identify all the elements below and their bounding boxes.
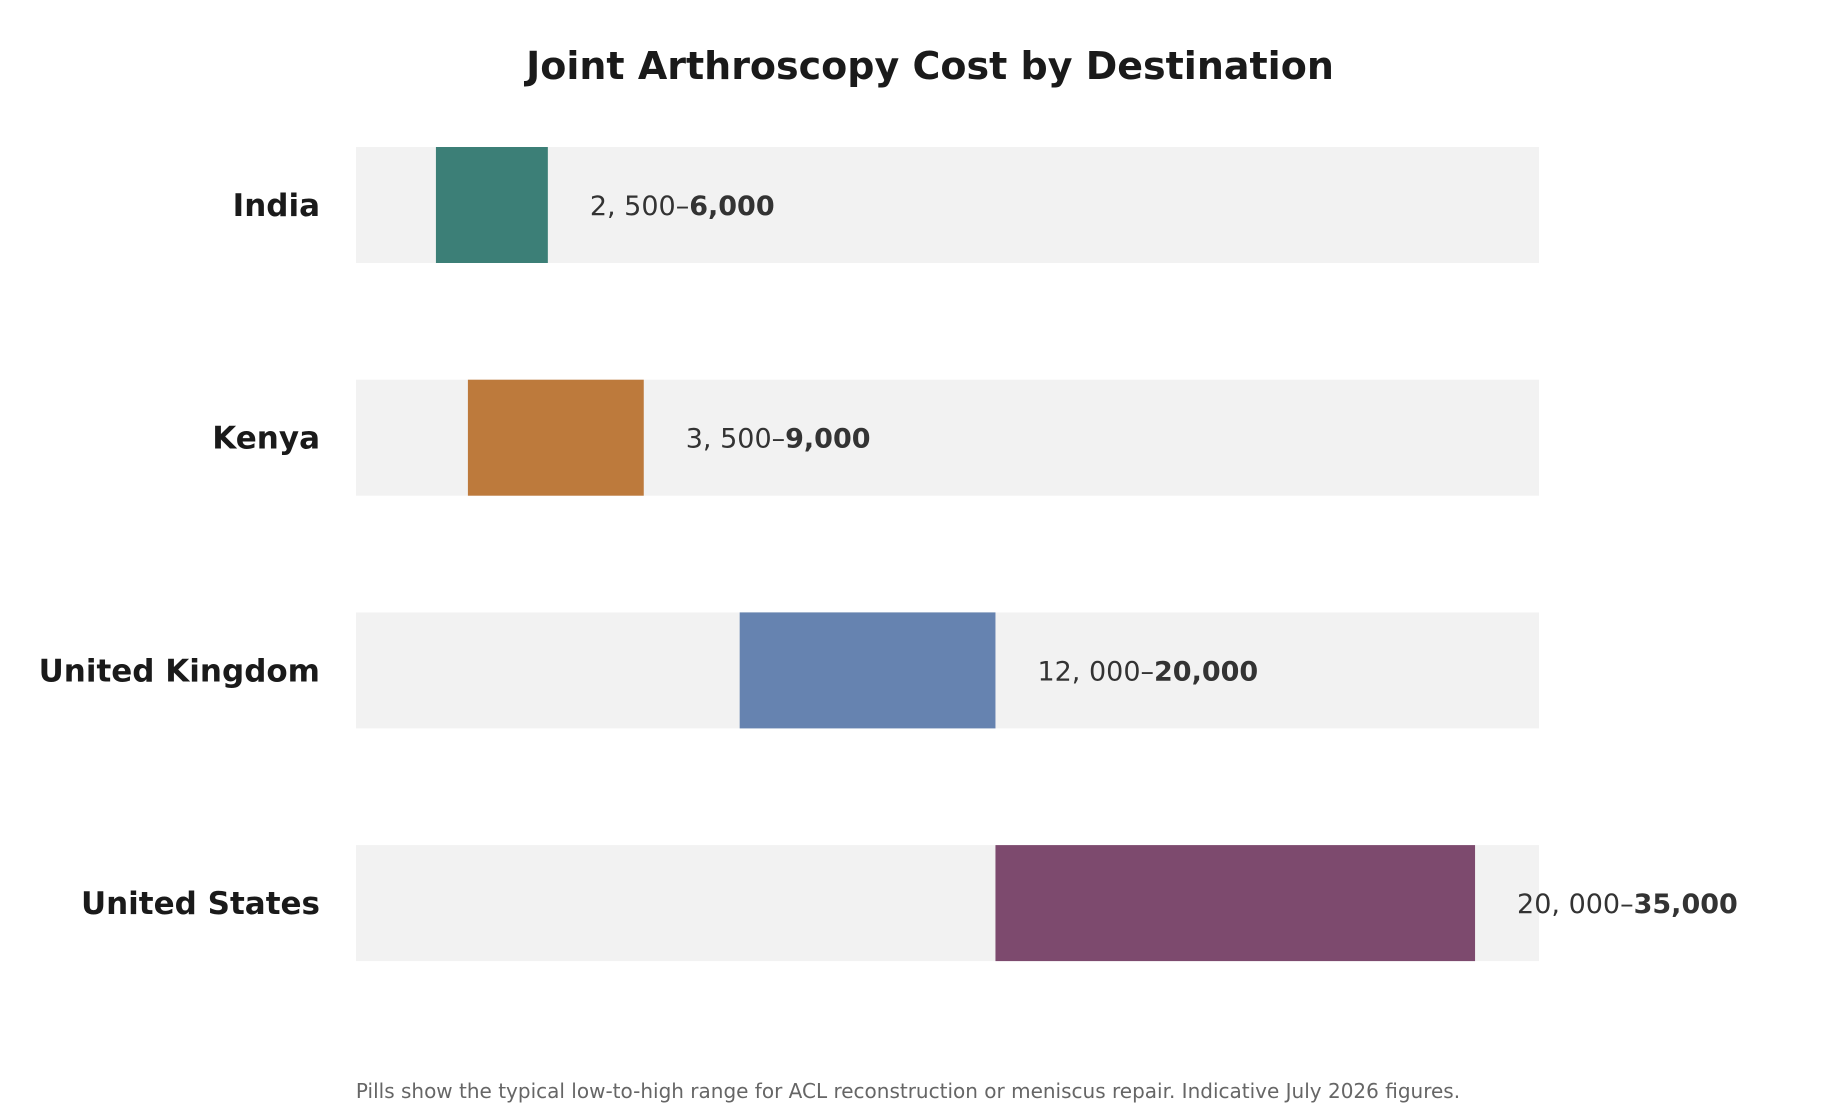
chart-row: Kenya 3, 500–9,000	[212, 379, 1539, 496]
range-value-label: 12, 000–20,000	[1037, 656, 1258, 687]
range-high-label: 9,000	[785, 424, 870, 455]
category-label: United States	[81, 886, 320, 922]
category-label: India	[233, 188, 320, 224]
range-high-label: 20,000	[1154, 656, 1258, 687]
chart-title: Joint Arthroscopy Cost by Destination	[523, 44, 1334, 88]
category-label: United Kingdom	[39, 653, 320, 689]
chart-rows: India 2, 500–6,000 Kenya 3, 500–9,000 United…	[39, 147, 1738, 962]
range-low-label: 12, 000–	[1037, 656, 1154, 687]
chart-row: United States 20, 000–35,000	[81, 845, 1738, 962]
range-low-label: 20, 000–	[1517, 889, 1634, 920]
range-value-label: 3, 500–9,000	[686, 424, 871, 455]
range-value-label: 2, 500–6,000	[590, 191, 775, 222]
range-high-label: 6,000	[689, 191, 774, 222]
range-bar	[467, 379, 644, 496]
range-bar	[435, 147, 548, 263]
chart-row: India 2, 500–6,000	[233, 147, 1539, 263]
range-high-label: 35,000	[1634, 889, 1738, 920]
range-bar	[995, 845, 1476, 962]
category-label: Kenya	[212, 421, 320, 457]
range-low-label: 3, 500–	[686, 424, 785, 455]
range-low-label: 2, 500–	[590, 191, 689, 222]
chart-row: United Kingdom 12, 000–20,000	[39, 612, 1539, 729]
range-bar	[739, 612, 996, 729]
chart-footnote: Pills show the typical low-to-high range…	[356, 1079, 1460, 1103]
range-track	[356, 147, 1539, 263]
range-value-label: 20, 000–35,000	[1517, 889, 1738, 920]
